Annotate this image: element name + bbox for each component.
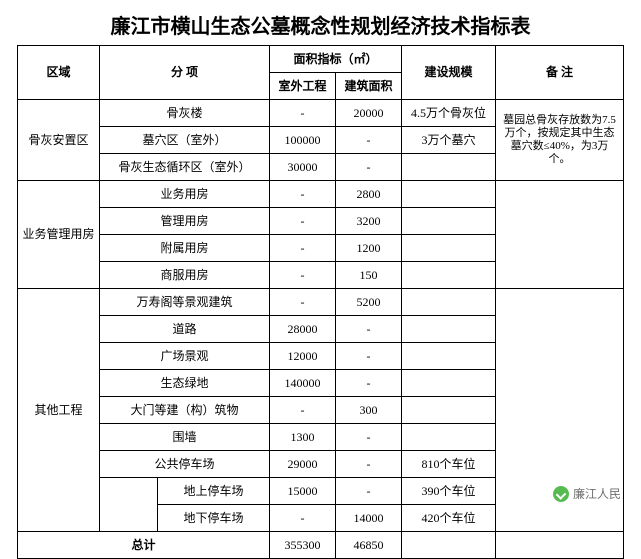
wechat-icon xyxy=(553,486,569,502)
outdoor-cell: 12000 xyxy=(270,343,336,370)
item-cell: 骨灰楼 xyxy=(99,100,269,127)
total-row: 总计 355300 46850 xyxy=(17,532,623,559)
region-cell: 业务管理用房 xyxy=(17,181,99,289)
total-scale xyxy=(402,532,496,559)
building-cell: - xyxy=(336,127,402,154)
outdoor-cell: - xyxy=(270,505,336,532)
total-note xyxy=(496,532,624,559)
outdoor-cell: - xyxy=(270,235,336,262)
building-cell: 1200 xyxy=(336,235,402,262)
item-cell: 管理用房 xyxy=(99,208,269,235)
scale-cell: 420个车位 xyxy=(402,505,496,532)
region-cell: 其他工程 xyxy=(17,289,99,532)
outdoor-cell: - xyxy=(270,100,336,127)
item-cell: 道路 xyxy=(99,316,269,343)
scale-cell xyxy=(402,154,496,181)
scale-cell xyxy=(402,181,496,208)
building-cell: - xyxy=(336,154,402,181)
item-cell: 万寿阁等景观建筑 xyxy=(99,289,269,316)
item-cell: 商服用房 xyxy=(99,262,269,289)
th-outdoor: 室外工程 xyxy=(270,73,336,100)
building-cell: 300 xyxy=(336,397,402,424)
item-cell: 大门等建（构）筑物 xyxy=(99,397,269,424)
item-cell: 地下停车场 xyxy=(157,505,269,532)
th-area-group: 面积指标（㎡） xyxy=(270,46,402,73)
outdoor-cell: - xyxy=(270,397,336,424)
th-building: 建筑面积 xyxy=(336,73,402,100)
outdoor-cell: 29000 xyxy=(270,451,336,478)
outdoor-cell: 140000 xyxy=(270,370,336,397)
item-cell: 生态绿地 xyxy=(99,370,269,397)
outdoor-cell: - xyxy=(270,181,336,208)
total-building: 46850 xyxy=(336,532,402,559)
table-row: 骨灰安置区 骨灰楼 - 20000 4.5万个骨灰位 墓园总骨灰存放数为7.5万… xyxy=(17,100,623,127)
th-region: 区域 xyxy=(17,46,99,100)
th-item: 分 项 xyxy=(99,46,269,100)
scale-cell: 3万个墓穴 xyxy=(402,127,496,154)
subgroup-cell xyxy=(99,478,157,532)
scale-cell: 390个车位 xyxy=(402,478,496,505)
building-cell: - xyxy=(336,424,402,451)
item-cell: 业务用房 xyxy=(99,181,269,208)
outdoor-cell: 30000 xyxy=(270,154,336,181)
outdoor-cell: 15000 xyxy=(270,478,336,505)
note-cell xyxy=(496,181,624,289)
table-row: 业务管理用房 业务用房 - 2800 xyxy=(17,181,623,208)
building-cell: 14000 xyxy=(336,505,402,532)
building-cell: 20000 xyxy=(336,100,402,127)
scale-cell xyxy=(402,397,496,424)
scale-cell xyxy=(402,208,496,235)
outdoor-cell: - xyxy=(270,208,336,235)
scale-cell xyxy=(402,343,496,370)
note-cell: 墓园总骨灰存放数为7.5万个，按规定其中生态墓穴数≤40%，为3万个。 xyxy=(496,100,624,181)
item-cell: 广场景观 xyxy=(99,343,269,370)
total-label: 总计 xyxy=(17,532,269,559)
scale-cell xyxy=(402,424,496,451)
outdoor-cell: 1300 xyxy=(270,424,336,451)
item-cell: 公共停车场 xyxy=(99,451,269,478)
item-cell: 墓穴区（室外） xyxy=(99,127,269,154)
header-row-1: 区域 分 项 面积指标（㎡） 建设规模 备 注 xyxy=(17,46,623,73)
outdoor-cell: 28000 xyxy=(270,316,336,343)
table-row: 其他工程 万寿阁等景观建筑 - 5200 xyxy=(17,289,623,316)
outdoor-cell: - xyxy=(270,262,336,289)
item-cell: 地上停车场 xyxy=(157,478,269,505)
watermark-text: 廉江人民 xyxy=(573,485,621,502)
scale-cell xyxy=(402,235,496,262)
item-cell: 骨灰生态循环区（室外） xyxy=(99,154,269,181)
th-scale: 建设规模 xyxy=(402,46,496,100)
scale-cell xyxy=(402,316,496,343)
indicator-table: 区域 分 项 面积指标（㎡） 建设规模 备 注 室外工程 建筑面积 骨灰安置区 … xyxy=(17,45,624,559)
building-cell: 2800 xyxy=(336,181,402,208)
building-cell: 3200 xyxy=(336,208,402,235)
th-note: 备 注 xyxy=(496,46,624,100)
outdoor-cell: - xyxy=(270,289,336,316)
item-cell: 围墙 xyxy=(99,424,269,451)
item-cell: 附属用房 xyxy=(99,235,269,262)
outdoor-cell: 100000 xyxy=(270,127,336,154)
scale-cell xyxy=(402,262,496,289)
building-cell: - xyxy=(336,370,402,397)
watermark: 廉江人民 xyxy=(553,485,621,502)
region-cell: 骨灰安置区 xyxy=(17,100,99,181)
scale-cell: 4.5万个骨灰位 xyxy=(402,100,496,127)
scale-cell xyxy=(402,289,496,316)
total-outdoor: 355300 xyxy=(270,532,336,559)
building-cell: 5200 xyxy=(336,289,402,316)
scale-cell: 810个车位 xyxy=(402,451,496,478)
building-cell: - xyxy=(336,343,402,370)
building-cell: 150 xyxy=(336,262,402,289)
building-cell: - xyxy=(336,316,402,343)
scale-cell xyxy=(402,370,496,397)
building-cell: - xyxy=(336,451,402,478)
page-title: 廉江市横山生态公墓概念性规划经济技术指标表 xyxy=(0,0,641,45)
building-cell: - xyxy=(336,478,402,505)
